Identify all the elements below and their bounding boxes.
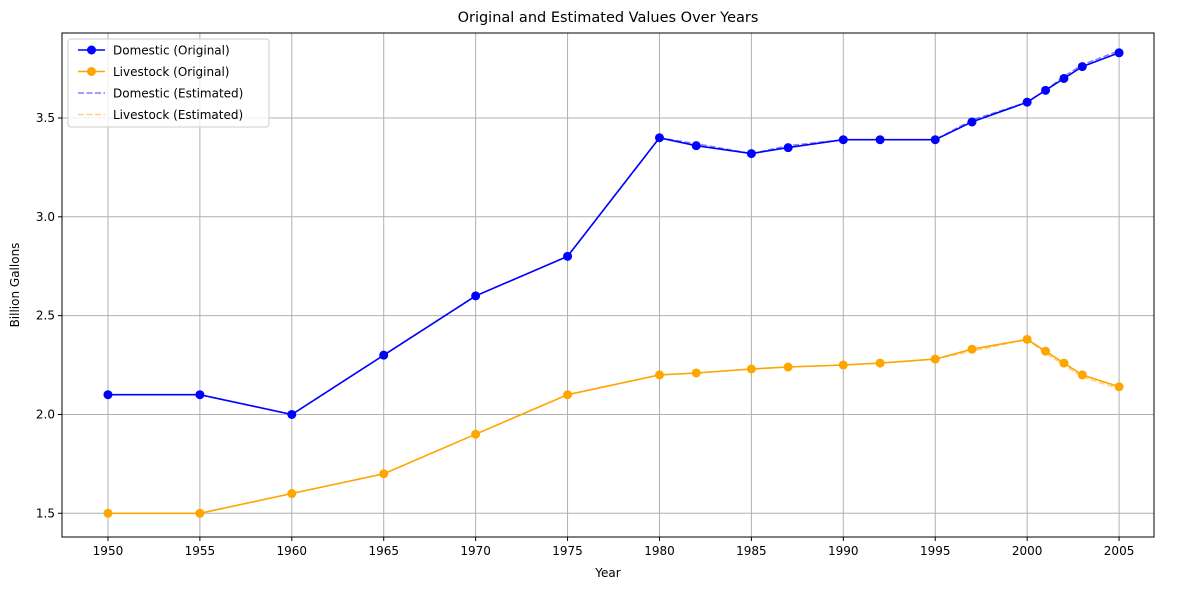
livestock-original-point: [746, 364, 756, 374]
domestic-original-point: [746, 149, 756, 159]
y-tick-label: 1.5: [36, 506, 55, 520]
legend-label-livestock-original: Livestock (Original): [113, 65, 229, 79]
domestic-original-point: [1041, 85, 1051, 95]
ticks: 1950 1955 1960 1965 1970 1975 1980 1985 1990 1995…: [36, 111, 1134, 558]
x-tick-label: 2000: [1012, 544, 1043, 558]
livestock-original-point: [654, 370, 664, 380]
livestock-original-point: [1114, 382, 1124, 392]
y-tick-label: 3.0: [36, 210, 55, 224]
x-tick-label: 1955: [185, 544, 216, 558]
x-tick-label: 1975: [552, 544, 583, 558]
domestic-original-point: [563, 251, 573, 261]
legend-box: [67, 38, 270, 128]
livestock-original-point: [930, 354, 940, 364]
domestic-original-point: [103, 390, 113, 400]
livestock-original-point: [1022, 334, 1032, 344]
legend-marker-domestic-original: [87, 45, 96, 55]
domestic-original-point: [691, 141, 701, 151]
livestock-original-point: [783, 362, 793, 372]
domestic-original-point: [1059, 73, 1069, 83]
grid: [62, 33, 1154, 537]
x-tick-label: 1990: [828, 544, 859, 558]
livestock-original-point: [195, 508, 205, 518]
domestic-original-point: [1077, 62, 1087, 72]
livestock-original-point: [967, 344, 977, 354]
livestock-original-line: [108, 338, 1120, 515]
livestock-original-point: [471, 429, 481, 439]
livestock-original-point: [563, 390, 573, 400]
domestic-original-point: [1022, 97, 1032, 107]
x-tick-label: 1960: [277, 544, 308, 558]
domestic-original-point: [287, 409, 297, 419]
domestic-original-point: [838, 135, 848, 145]
livestock-original-point: [379, 469, 389, 479]
y-axis-label: Billion Gallons: [8, 243, 22, 328]
domestic-original-point: [783, 143, 793, 153]
x-tick-label: 1995: [920, 544, 951, 558]
livestock-original-point: [1059, 358, 1069, 368]
domestic-original-point: [195, 390, 205, 400]
livestock-original-point: [691, 368, 701, 378]
livestock-estimated-line: [108, 338, 1120, 515]
legend-label-livestock-estimated: Livestock (Estimated): [113, 108, 243, 122]
y-tick-label: 2.5: [36, 309, 55, 323]
domestic-original-point: [967, 117, 977, 127]
plot-frame: [61, 32, 1155, 538]
domestic-original-point: [379, 350, 389, 360]
legend: Domestic (Original) Livestock (Original) D…: [67, 38, 270, 128]
livestock-original-point: [838, 360, 848, 370]
chart-title: Original and Estimated Values Over Years: [458, 10, 759, 26]
livestock-original-point: [287, 489, 297, 499]
livestock-original-point: [1077, 370, 1087, 380]
y-tick-label: 3.5: [36, 111, 55, 125]
livestock-original-point: [1041, 346, 1051, 356]
x-tick-label: 1985: [736, 544, 767, 558]
legend-label-domestic-estimated: Domestic (Estimated): [113, 87, 243, 101]
x-tick-label: 1980: [644, 544, 675, 558]
livestock-original-point: [875, 358, 885, 368]
y-tick-label: 2.0: [36, 407, 55, 421]
series-layer: [103, 48, 1124, 518]
x-tick-label: 1950: [93, 544, 124, 558]
legend-label-domestic-original: Domestic (Original): [113, 44, 230, 58]
domestic-original-point: [875, 135, 885, 145]
livestock-original-point: [103, 508, 113, 518]
domestic-original-point: [930, 135, 940, 145]
legend-marker-livestock-original: [87, 67, 96, 76]
x-tick-label: 1965: [368, 544, 399, 558]
x-tick-label: 1970: [460, 544, 491, 558]
legend-items: Domestic (Original) Livestock (Original) D…: [78, 44, 243, 122]
x-axis-label: Year: [594, 566, 620, 580]
domestic-original-point: [654, 133, 664, 143]
domestic-original-point: [471, 291, 481, 301]
x-tick-label: 2005: [1104, 544, 1135, 558]
domestic-original-point: [1114, 48, 1124, 58]
